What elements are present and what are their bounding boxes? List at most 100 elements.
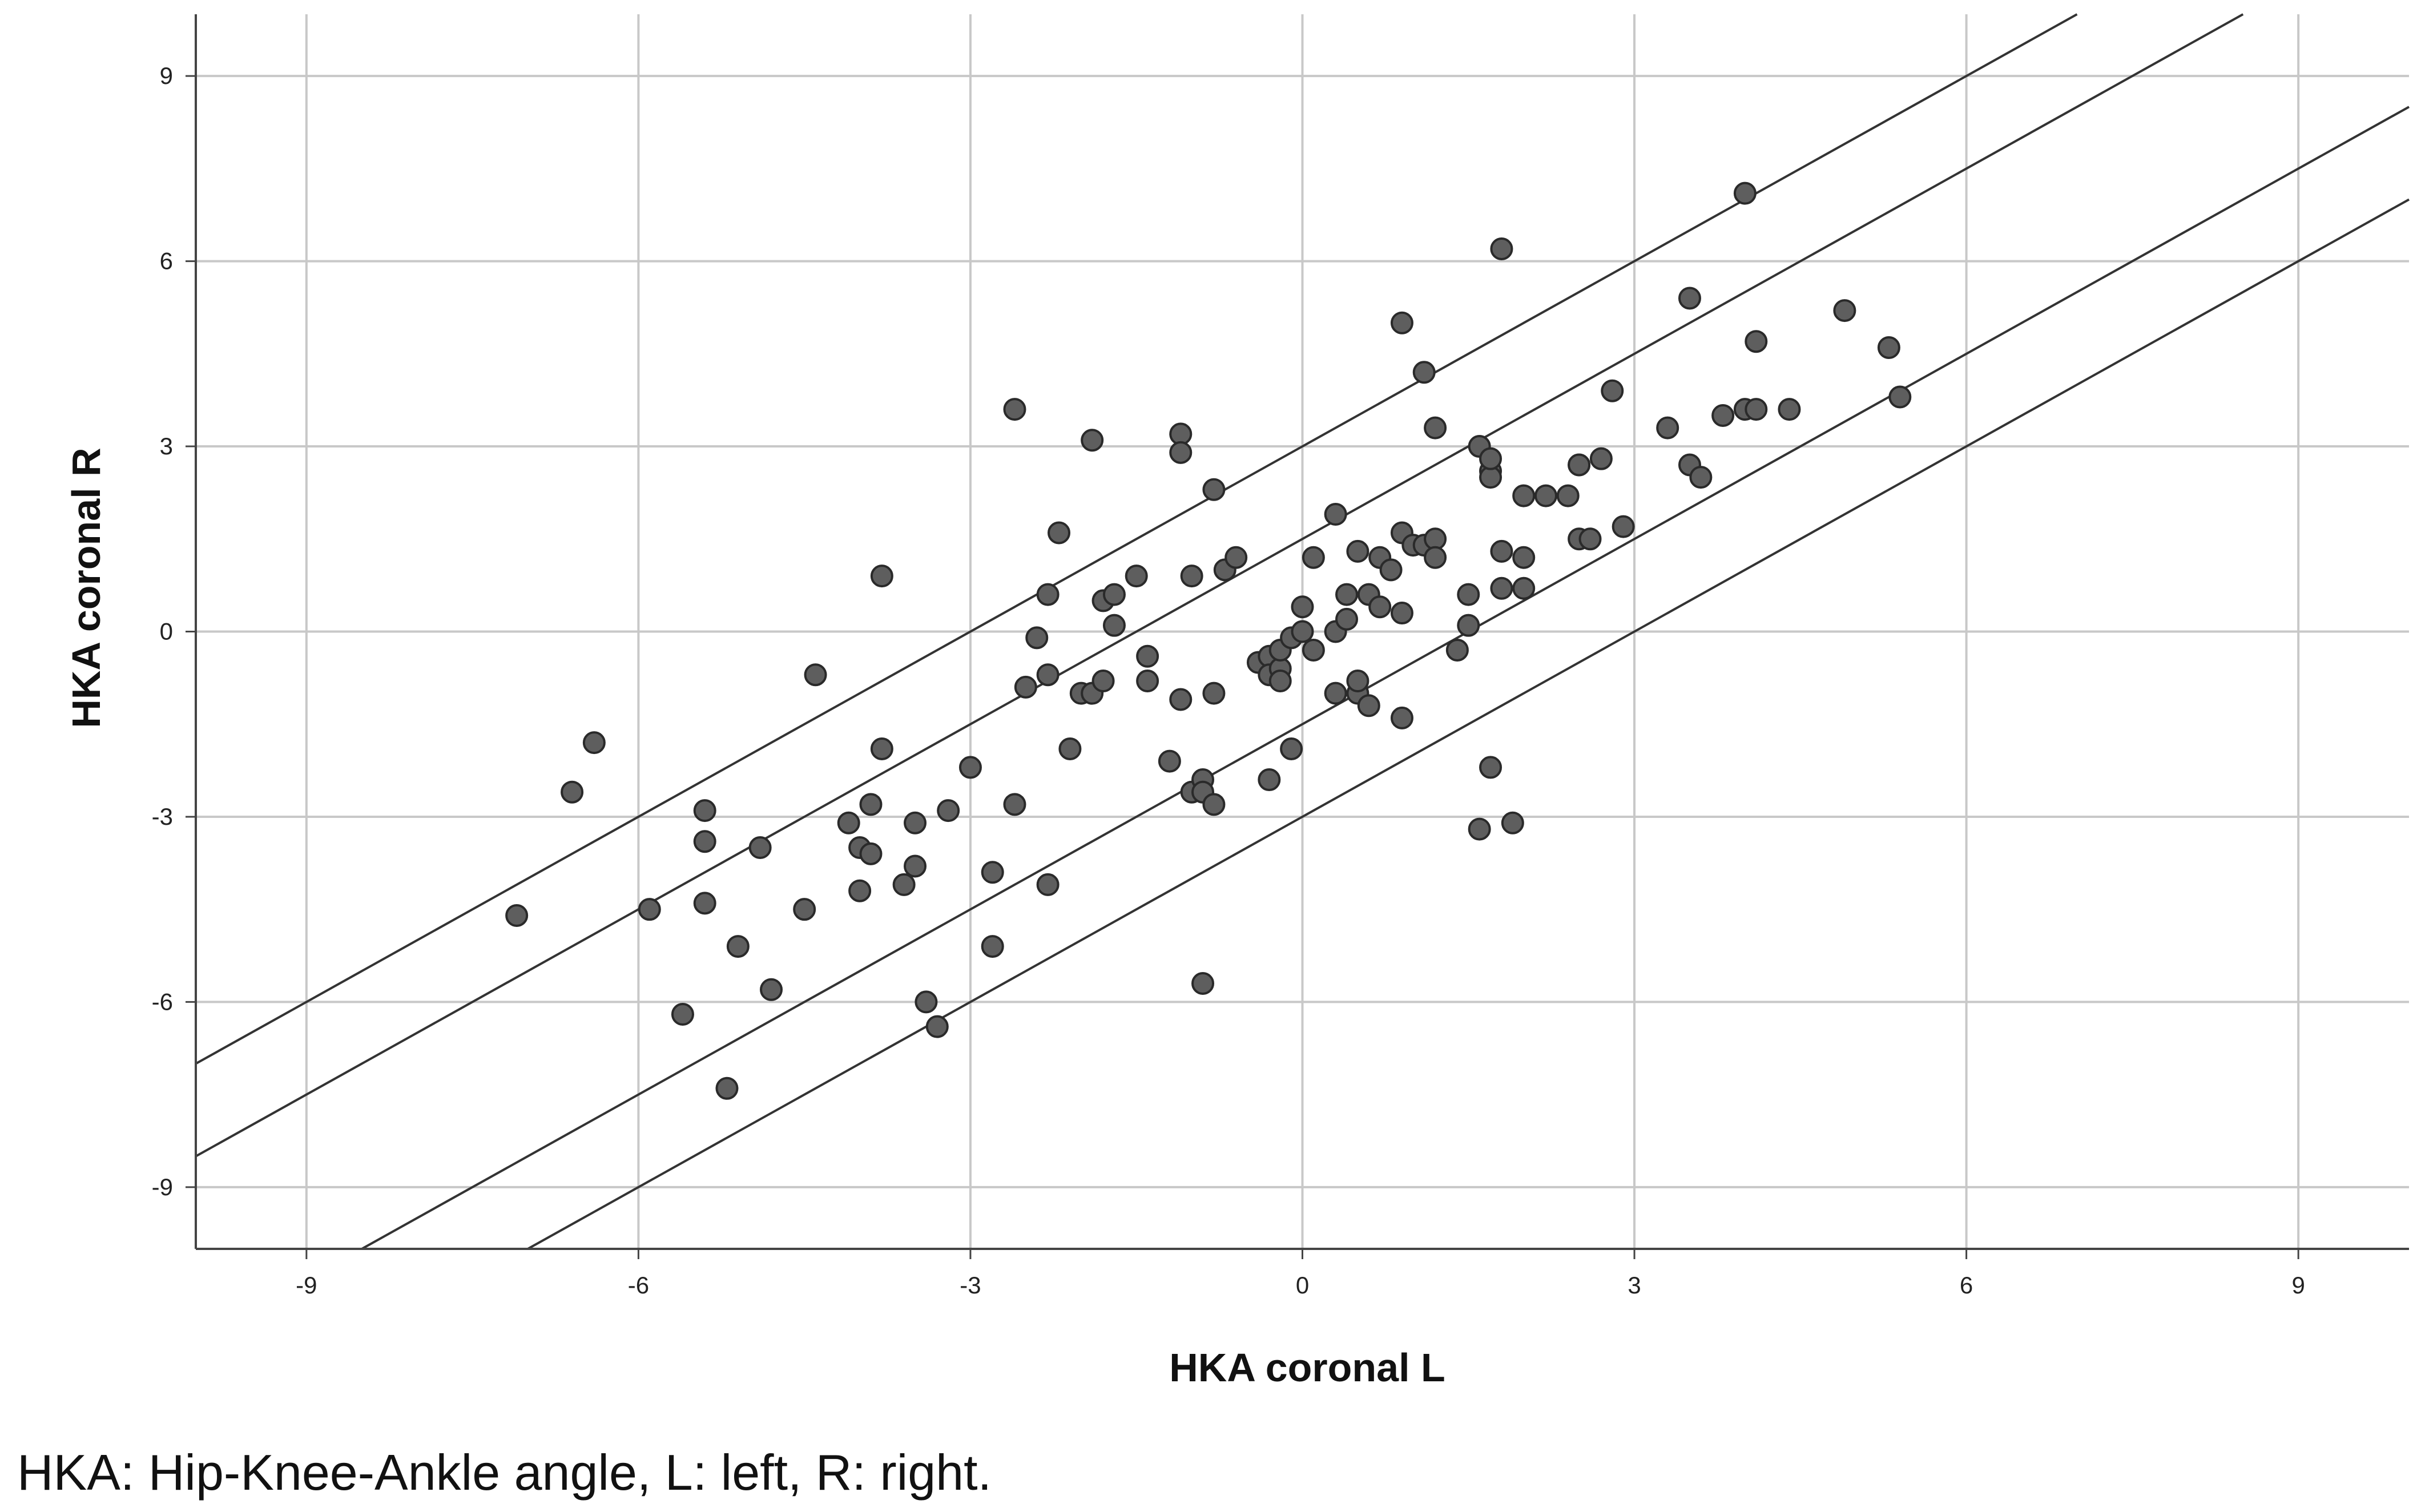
data-point [1202,682,1226,705]
data-point [1379,558,1403,582]
data-point [1601,379,1624,402]
data-point [1036,583,1060,606]
data-point [505,904,529,927]
data-point [1733,182,1757,205]
data-point [925,1015,949,1038]
data-point [1346,539,1369,563]
reference-line-3 [527,198,2410,1250]
data-point [1424,546,1447,569]
x-tick-label-3: 0 [1296,1272,1309,1299]
y-tick-label-1: -6 [152,988,173,1015]
data-point [1081,429,1104,452]
data-point [1678,287,1701,310]
data-point [1390,311,1413,334]
data-point [1479,756,1502,779]
data-point [1778,398,1801,421]
data-point [760,978,783,1001]
data-point [904,854,927,878]
y-tick-label-4: 3 [160,433,173,459]
axes [186,14,2409,1259]
figure-caption: HKA: Hip-Knee-Ankle angle, L: left, R: r… [17,1444,992,1501]
data-points [505,182,1912,1100]
data-point [1324,682,1347,705]
y-axis-title: HKA coronal R [64,447,108,728]
data-point [1412,361,1436,384]
data-point [804,663,827,687]
y-tick-label-6: 9 [160,62,173,89]
data-point [1091,670,1115,693]
data-point [892,873,916,896]
data-point [981,861,1004,884]
data-point [1335,583,1359,606]
data-point [1291,620,1314,643]
reference-line-0 [195,13,2078,1065]
x-tick-label-6: 9 [2291,1272,2305,1299]
data-point [561,780,584,804]
data-point [1479,447,1502,470]
data-point [1612,515,1635,538]
data-point [1833,299,1856,322]
data-point [693,799,716,822]
data-point [859,793,883,816]
data-point [1490,237,1513,260]
data-point [1169,441,1193,464]
data-point [904,811,927,834]
data-point [1014,675,1037,699]
data-point [1568,453,1591,477]
data-point [1058,737,1082,760]
data-point [1656,416,1679,440]
data-point [793,898,816,921]
reference-lines [195,13,2410,1250]
data-point [1158,749,1181,773]
data-point [1368,595,1392,619]
data-point [859,842,883,865]
y-tick-label-2: -3 [152,803,173,830]
data-point [1745,398,1768,421]
data-point [870,565,893,588]
grid-lines [196,14,2409,1249]
data-point [1048,521,1071,545]
x-tick-label-5: 6 [1960,1272,1973,1299]
data-point [638,898,661,921]
x-tick-label-1: -6 [628,1272,649,1299]
data-point [1512,546,1536,569]
data-point [1490,576,1513,600]
y-tick-label-0: -9 [152,1174,173,1200]
data-point [1445,638,1469,662]
data-point [1556,484,1580,507]
data-point [1102,614,1126,637]
data-point [693,830,716,853]
data-point [1258,768,1281,792]
data-point [671,1003,694,1026]
data-point [582,731,606,755]
x-axis-title: HKA coronal L [1169,1345,1445,1390]
data-point [1180,565,1203,588]
data-point [1877,336,1900,360]
data-point [1224,546,1248,569]
data-point [1003,793,1026,816]
data-point [1888,385,1912,409]
data-point [1202,478,1226,501]
data-point [748,836,772,860]
data-point [1390,602,1413,625]
data-point [1036,663,1060,687]
data-point [1136,644,1159,668]
reference-line-2 [361,106,2410,1250]
data-point [1003,398,1026,421]
data-point [1589,447,1613,470]
data-point [1512,576,1536,600]
data-point [937,799,960,822]
data-point [1578,527,1602,551]
data-point [1302,546,1325,569]
data-point [1036,873,1060,896]
data-point [981,935,1004,958]
data-point [848,879,872,902]
data-point [958,756,982,779]
data-point [1335,607,1359,631]
data-point [1202,793,1226,816]
data-point [1468,817,1491,841]
data-point [1457,583,1480,606]
